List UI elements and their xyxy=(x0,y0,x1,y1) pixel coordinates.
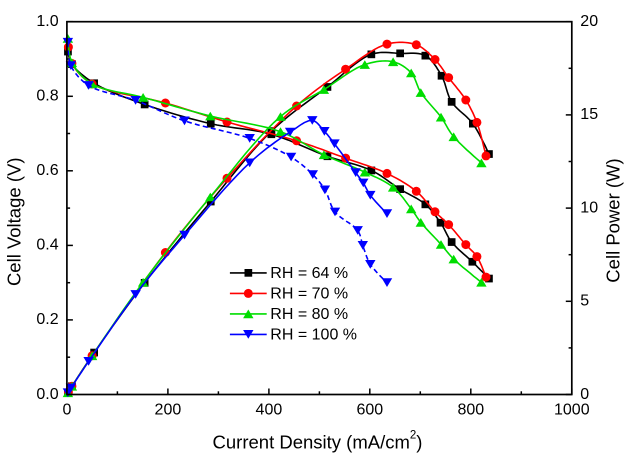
svg-text:600: 600 xyxy=(356,402,383,419)
svg-text:0: 0 xyxy=(62,402,71,419)
svg-text:Current Density (mA/cm2): Current Density (mA/cm2) xyxy=(213,429,423,452)
svg-text:20: 20 xyxy=(580,13,598,30)
svg-text:5: 5 xyxy=(580,293,589,310)
svg-text:800: 800 xyxy=(457,402,484,419)
svg-text:RH = 100 %: RH = 100 % xyxy=(270,327,357,344)
svg-text:0.4: 0.4 xyxy=(36,237,58,254)
svg-text:0.6: 0.6 xyxy=(36,162,58,179)
svg-text:0: 0 xyxy=(580,386,589,403)
svg-text:Cell Power (W): Cell Power (W) xyxy=(602,158,623,282)
svg-text:10: 10 xyxy=(580,199,598,216)
svg-text:15: 15 xyxy=(580,106,598,123)
svg-text:200: 200 xyxy=(155,402,182,419)
svg-text:RH = 64 %: RH = 64 % xyxy=(270,265,348,282)
svg-text:RH = 80 %: RH = 80 % xyxy=(270,306,348,323)
svg-text:0.0: 0.0 xyxy=(36,386,58,403)
svg-text:1000: 1000 xyxy=(554,402,590,419)
svg-text:400: 400 xyxy=(256,402,283,419)
svg-text:Cell Voltage (V): Cell Voltage (V) xyxy=(3,158,24,287)
svg-text:0.2: 0.2 xyxy=(36,311,58,328)
svg-text:RH = 70 %: RH = 70 % xyxy=(270,286,348,303)
svg-text:1.0: 1.0 xyxy=(36,13,58,30)
svg-text:0.8: 0.8 xyxy=(36,88,58,105)
